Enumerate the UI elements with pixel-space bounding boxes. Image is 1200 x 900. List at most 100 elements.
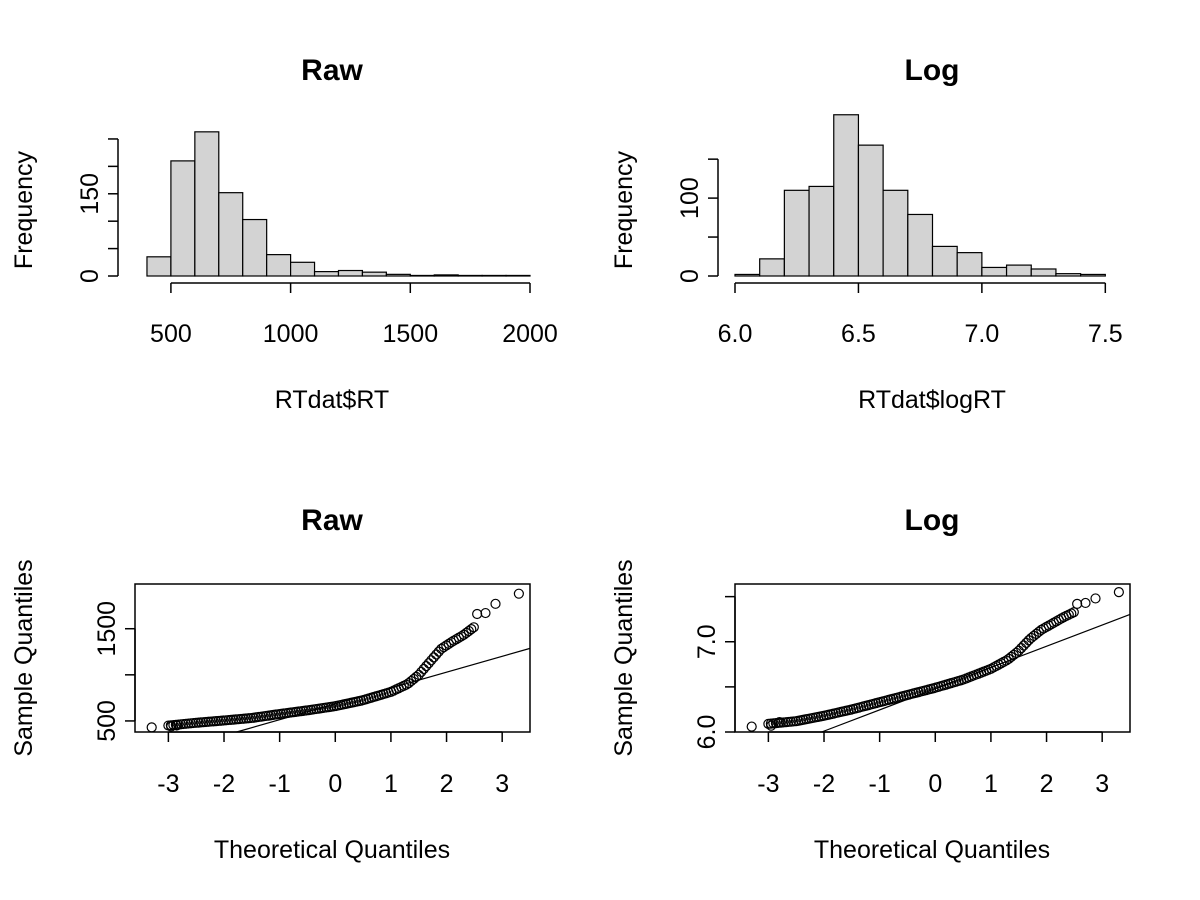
- data-point: [468, 622, 479, 633]
- data-point: [426, 655, 437, 666]
- histogram-bar: [146, 256, 172, 277]
- histogram-bar: [242, 218, 268, 277]
- x-tick-label: 1000: [263, 320, 319, 348]
- x-tick-label: 1: [384, 770, 398, 798]
- data-point: [413, 669, 424, 680]
- y-tick-label: 1500: [93, 601, 121, 657]
- x-tick-label: -2: [213, 770, 235, 798]
- data-point: [480, 607, 491, 619]
- histogram-bar: [833, 114, 860, 277]
- histogram-bar: [1005, 264, 1032, 277]
- histogram-bar: [218, 192, 244, 277]
- x-tick-label: -1: [869, 770, 891, 798]
- bars: [146, 131, 531, 277]
- x-tick-label: 3: [1095, 770, 1109, 798]
- y-axis: 6.0 7.0: [693, 595, 736, 750]
- y-axis: 0 150: [76, 138, 119, 283]
- histogram-bar: [981, 266, 1008, 277]
- y-axis-label: Sample Quantiles: [610, 559, 638, 756]
- histogram-bar: [1080, 273, 1106, 277]
- data-point: [443, 638, 454, 649]
- x-axis: 6.0 6.5 7.0 7.5: [718, 282, 1123, 348]
- histogram-bar: [481, 274, 507, 277]
- y-tick-label: 0: [676, 269, 704, 283]
- data-point: [1048, 617, 1059, 628]
- y-tick-label: 7.0: [693, 624, 721, 659]
- histogram-bar: [907, 213, 934, 277]
- points: [146, 588, 524, 733]
- data-point: [431, 649, 442, 660]
- data-point: [1090, 593, 1101, 604]
- y-tick-label: 500: [93, 700, 121, 742]
- qq-reference-line: [236, 647, 531, 733]
- data-point: [1046, 619, 1057, 630]
- x-tick-label: -3: [757, 770, 779, 798]
- data-point: [438, 642, 449, 653]
- data-point: [996, 658, 1007, 669]
- histogram-bar: [505, 274, 531, 277]
- histogram-bar: [170, 160, 196, 277]
- x-tick-label: 2000: [502, 320, 558, 348]
- histogram-bar: [194, 131, 220, 277]
- panel-raw-qqplot: Raw Theoretical Quantiles Sample Quantil…: [10, 504, 531, 864]
- x-tick-label: 3: [495, 770, 509, 798]
- data-point: [466, 624, 477, 635]
- data-point: [451, 634, 462, 645]
- x-tick-label: 2: [440, 770, 454, 798]
- chart-title: Log: [905, 504, 960, 537]
- panel-log-histogram: Log RTdat$logRT Frequency 6.0 6.5 7.0 7.5 0…: [610, 54, 1123, 414]
- histogram-bar: [290, 261, 316, 277]
- x-axis-label: Theoretical Quantiles: [814, 836, 1050, 864]
- y-tick-label: 150: [76, 173, 104, 215]
- data-point: [1036, 624, 1047, 635]
- histogram-bar: [882, 189, 909, 277]
- x-axis: -3 -2 -1 0 1 2 3: [157, 731, 509, 798]
- data-point: [1080, 597, 1091, 609]
- data-point: [446, 637, 457, 648]
- y-tick-label: 6.0: [693, 715, 721, 750]
- data-point: [453, 632, 464, 643]
- panel-log-qqplot: Log Theoretical Quantiles Sample Quantil…: [610, 504, 1131, 864]
- data-point: [746, 721, 757, 732]
- qq-reference-line: [821, 613, 1131, 733]
- y-tick-label: 0: [76, 269, 104, 283]
- data-point: [441, 640, 452, 651]
- x-tick-label: 7.5: [1088, 320, 1123, 348]
- histogram-bar: [931, 245, 958, 277]
- data-point: [421, 661, 432, 672]
- histogram-bar: [337, 269, 364, 277]
- histogram-bar: [1030, 268, 1057, 277]
- histogram-bar: [857, 144, 884, 277]
- histogram-bar: [266, 254, 292, 277]
- x-tick-label: 2: [1040, 770, 1054, 798]
- histogram-bar: [759, 258, 785, 277]
- x-tick-label: 1500: [382, 320, 438, 348]
- x-axis-label: Theoretical Quantiles: [214, 836, 450, 864]
- data-point: [436, 643, 447, 654]
- histogram-bar: [385, 273, 411, 277]
- y-tick-label: 100: [676, 177, 704, 219]
- data-point: [448, 635, 459, 646]
- data-point: [1113, 587, 1124, 598]
- histogram-bar: [956, 252, 983, 277]
- data-point: [1068, 607, 1079, 618]
- data-point: [416, 666, 427, 678]
- histogram-bar: [409, 274, 435, 277]
- data-point: [418, 663, 429, 675]
- x-tick-label: 0: [928, 770, 942, 798]
- y-axis-label: Sample Quantiles: [10, 559, 38, 756]
- histogram-bar: [783, 189, 810, 277]
- y-axis-label: Frequency: [10, 150, 38, 269]
- histogram-bar: [313, 271, 340, 277]
- x-tick-label: 6.0: [718, 320, 753, 348]
- y-axis: 500 1500: [93, 601, 136, 742]
- histogram-bar: [808, 185, 835, 277]
- data-point: [1043, 620, 1054, 631]
- data-point: [1051, 616, 1062, 627]
- x-tick-label: -3: [157, 770, 179, 798]
- data-point: [456, 631, 467, 642]
- bars: [734, 114, 1106, 277]
- data-point: [1038, 623, 1049, 634]
- x-tick-label: 0: [328, 770, 342, 798]
